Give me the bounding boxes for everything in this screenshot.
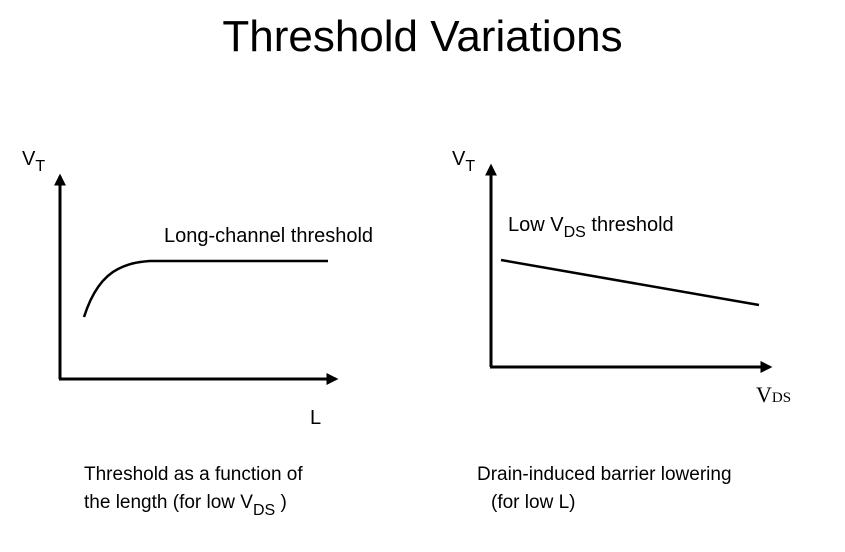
long-channel-label: Long-channel threshold [164, 225, 374, 247]
right-caption-line2: (for low L) [491, 492, 576, 513]
page-title: Threshold Variations [222, 12, 623, 61]
low-vds-threshold-label: Low VDS threshold [508, 214, 674, 241]
right-y-axis-label: VT [452, 148, 476, 175]
left-caption: Threshold as a function of the length (f… [84, 461, 303, 525]
right-x-axis-label: VDS [756, 382, 792, 407]
left-y-axis-label: VT [22, 148, 46, 175]
dibl-threshold-line [500, 258, 760, 307]
long-channel-threshold-curve [82, 259, 328, 318]
right-caption-line1: Drain-induced barrier lowering [477, 464, 732, 485]
right-caption: Drain-induced barrier lowering (for low … [477, 461, 732, 517]
left-x-axis-label: L [310, 407, 322, 429]
left-caption-line1: Threshold as a function of [84, 464, 303, 485]
left-caption-line2: the length (for low VDS ) [84, 492, 287, 519]
